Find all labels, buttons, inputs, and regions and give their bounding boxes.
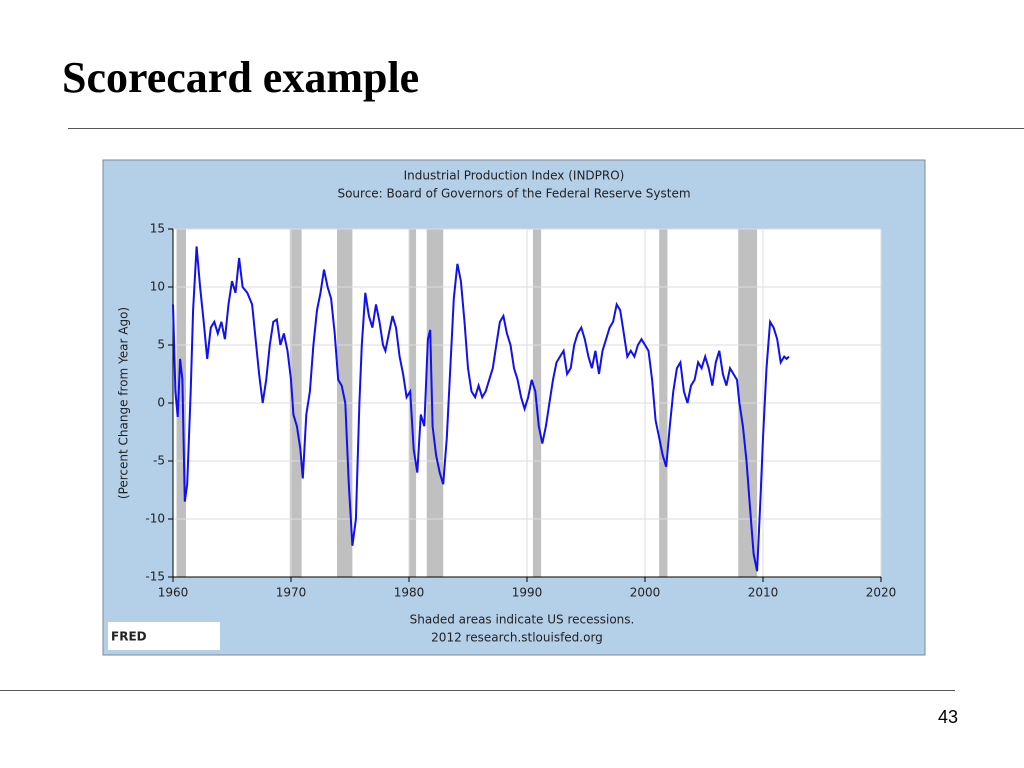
x-tick-label: 2020: [866, 586, 897, 600]
y-tick-label: -15: [145, 570, 165, 584]
footer-rule: [0, 690, 955, 691]
data-line: [172, 246, 790, 572]
y-tick-label: -5: [153, 454, 165, 468]
y-tick-label: 0: [157, 396, 165, 410]
y-tick-label: 10: [150, 280, 165, 294]
y-axis-label: (Percent Change from Year Ago): [117, 307, 131, 499]
chart-note: Shaded areas indicate US recessions.: [410, 613, 635, 627]
y-tick-label: -10: [145, 512, 165, 526]
chart-title: Industrial Production Index (INDPRO): [404, 169, 625, 183]
chart-credit: 2012 research.stlouisfed.org: [431, 631, 603, 645]
x-tick-label: 1970: [276, 586, 307, 600]
chart-subtitle: Source: Board of Governors of the Federa…: [337, 187, 690, 201]
plot: -15 -10 -5 0 5 10 15 1960 1970 1980 1990 2000 2010 20…: [145, 222, 896, 600]
x-tick-label: 1960: [158, 586, 189, 600]
x-tick-label: 2010: [748, 586, 779, 600]
title-rule: [68, 128, 1024, 129]
logo: FRED: [111, 630, 147, 644]
x-tick-label: 2000: [630, 586, 661, 600]
logo-box: [108, 622, 220, 650]
x-tick-label: 1990: [512, 586, 543, 600]
page-number: 43: [938, 707, 959, 727]
slide-title: Scorecard example: [62, 53, 420, 102]
y-tick-label: 15: [150, 222, 165, 236]
x-tick-label: 1980: [394, 586, 425, 600]
y-tick-label: 5: [157, 338, 165, 352]
